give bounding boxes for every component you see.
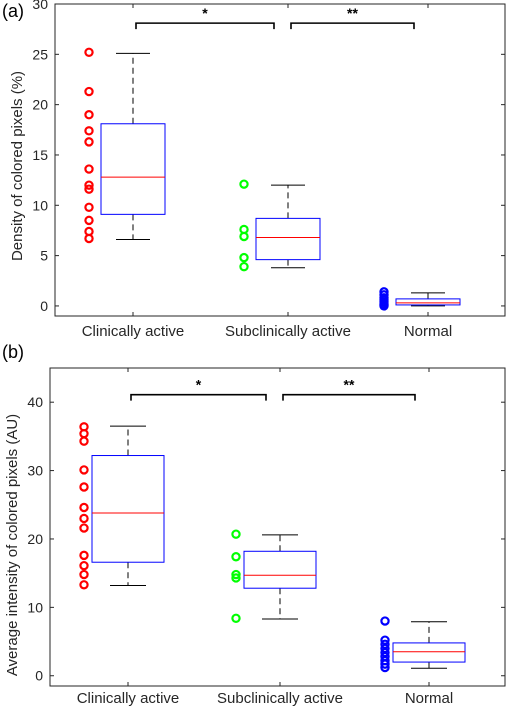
- x-tick-label: Subclinically active: [225, 323, 351, 340]
- data-point: [79, 569, 89, 580]
- significance-bracket: [290, 22, 415, 30]
- significance-bracket: [282, 393, 416, 401]
- panel-label-b: (b): [2, 342, 24, 362]
- data-point: [380, 662, 390, 673]
- data-point: [84, 233, 94, 244]
- data-point: [84, 86, 94, 97]
- data-point: [79, 523, 89, 533]
- data-point: [84, 164, 94, 174]
- data-point: [380, 616, 390, 626]
- data-point: [79, 560, 89, 571]
- axes-frame: [49, 367, 506, 687]
- panel-a: (a) Density of colored pixels (%) 0 5 10 15…: [2, 0, 506, 340]
- data-point: [79, 580, 89, 590]
- x-tick-label: Normal: [404, 323, 452, 340]
- y-axis-label-b: Average intensity of colored pixels (AU): [4, 414, 21, 676]
- y-tick-label: 40: [27, 394, 43, 410]
- data-point: [239, 252, 249, 263]
- data-point: [84, 215, 94, 226]
- data-point: [79, 428, 89, 439]
- iqr-box: [395, 298, 461, 306]
- data-point: [79, 482, 89, 492]
- plot-area-a: 0 5 10 15 20 25 30 Clinically active Subclinical…: [32, 0, 506, 340]
- data-point: [231, 552, 241, 562]
- iqr-box: [255, 217, 321, 261]
- significance-label: *: [202, 5, 208, 21]
- significance-label: **: [347, 5, 358, 21]
- data-point: [231, 613, 241, 623]
- axes-frame: [54, 3, 506, 317]
- data-point: [84, 184, 94, 194]
- panel-b: (b) Average intensity of colored pixels …: [2, 342, 506, 707]
- significance-label: **: [344, 377, 355, 393]
- data-point: [84, 126, 94, 136]
- y-tick-label: 20: [32, 97, 48, 113]
- data-point: [79, 465, 89, 475]
- significance-bracket: [130, 393, 267, 401]
- iqr-box: [243, 550, 317, 589]
- data-point: [379, 301, 389, 311]
- y-tick-label: 5: [40, 248, 48, 264]
- iqr-box: [100, 123, 166, 215]
- y-tick-label: 10: [27, 599, 43, 615]
- y-tick-label: 15: [32, 147, 48, 163]
- iqr-box: [91, 455, 165, 563]
- y-tick-label: 30: [32, 0, 48, 12]
- y-tick-label: 10: [32, 197, 48, 213]
- data-point: [239, 179, 249, 189]
- data-point: [84, 180, 94, 190]
- data-point: [231, 529, 241, 539]
- data-point: [79, 436, 89, 446]
- data-point: [79, 502, 89, 513]
- x-tick-label: Normal: [405, 690, 453, 707]
- data-point: [231, 573, 241, 583]
- plot-area-b: 0 10 20 30 40 Clinically active Subclinically …: [27, 367, 506, 707]
- y-tick-label: 25: [32, 46, 48, 62]
- x-tick-label: Subclinically active: [217, 690, 343, 707]
- data-point: [79, 513, 89, 524]
- data-point: [84, 137, 94, 147]
- data-point: [239, 261, 249, 272]
- data-point: [239, 231, 249, 242]
- x-tick-label: Clinically active: [82, 323, 185, 340]
- data-point: [84, 110, 94, 120]
- panel-label-a: (a): [2, 1, 24, 21]
- y-tick-label: 0: [40, 298, 48, 314]
- significance-label: *: [196, 377, 202, 393]
- iqr-box: [392, 642, 466, 663]
- significance-bracket: [135, 22, 275, 30]
- y-tick-label: 30: [27, 463, 43, 479]
- y-tick-label: 20: [27, 531, 43, 547]
- y-axis-label-a: Density of colored pixels (%): [9, 71, 26, 261]
- x-tick-label: Clinically active: [77, 690, 180, 707]
- data-point: [84, 202, 94, 213]
- data-point: [79, 550, 89, 561]
- data-point: [84, 47, 94, 58]
- y-tick-label: 0: [35, 668, 43, 684]
- data-point: [380, 659, 390, 669]
- data-point: [231, 569, 241, 580]
